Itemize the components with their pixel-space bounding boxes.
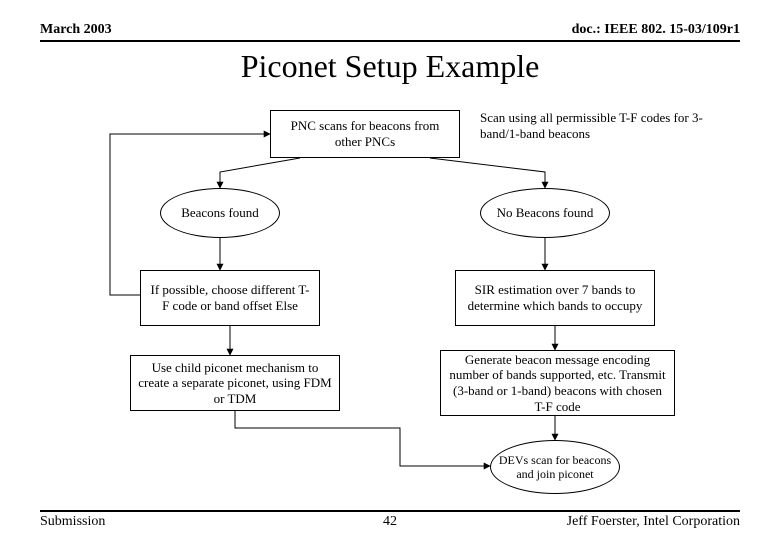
footer-rule xyxy=(40,510,740,512)
node-generate-beacon: Generate beacon message encoding number … xyxy=(440,350,675,416)
node-no-beacons: No Beacons found xyxy=(480,188,610,238)
footer-author: Jeff Foerster, Intel Corporation xyxy=(567,514,740,530)
header-docid: doc.: IEEE 802. 15-03/109r1 xyxy=(572,22,740,38)
footer-page-number: 42 xyxy=(383,514,397,530)
node-devs-scan: DEVs scan for beacons and join piconet xyxy=(490,440,620,494)
node-sir-estimation: SIR estimation over 7 bands to determine… xyxy=(455,270,655,326)
footer-submission: Submission xyxy=(40,514,105,530)
node-beacons-found: Beacons found xyxy=(160,188,280,238)
header-rule xyxy=(40,40,740,42)
slide-title: Piconet Setup Example xyxy=(0,48,780,85)
scan-annotation: Scan using all permissible T-F codes for… xyxy=(480,110,710,141)
node-choose-tfcode: If possible, choose different T-F code o… xyxy=(140,270,320,326)
node-pnc-scans: PNC scans for beacons from other PNCs xyxy=(270,110,460,158)
header-date: March 2003 xyxy=(40,22,112,38)
node-child-piconet: Use child piconet mechanism to create a … xyxy=(130,355,340,411)
